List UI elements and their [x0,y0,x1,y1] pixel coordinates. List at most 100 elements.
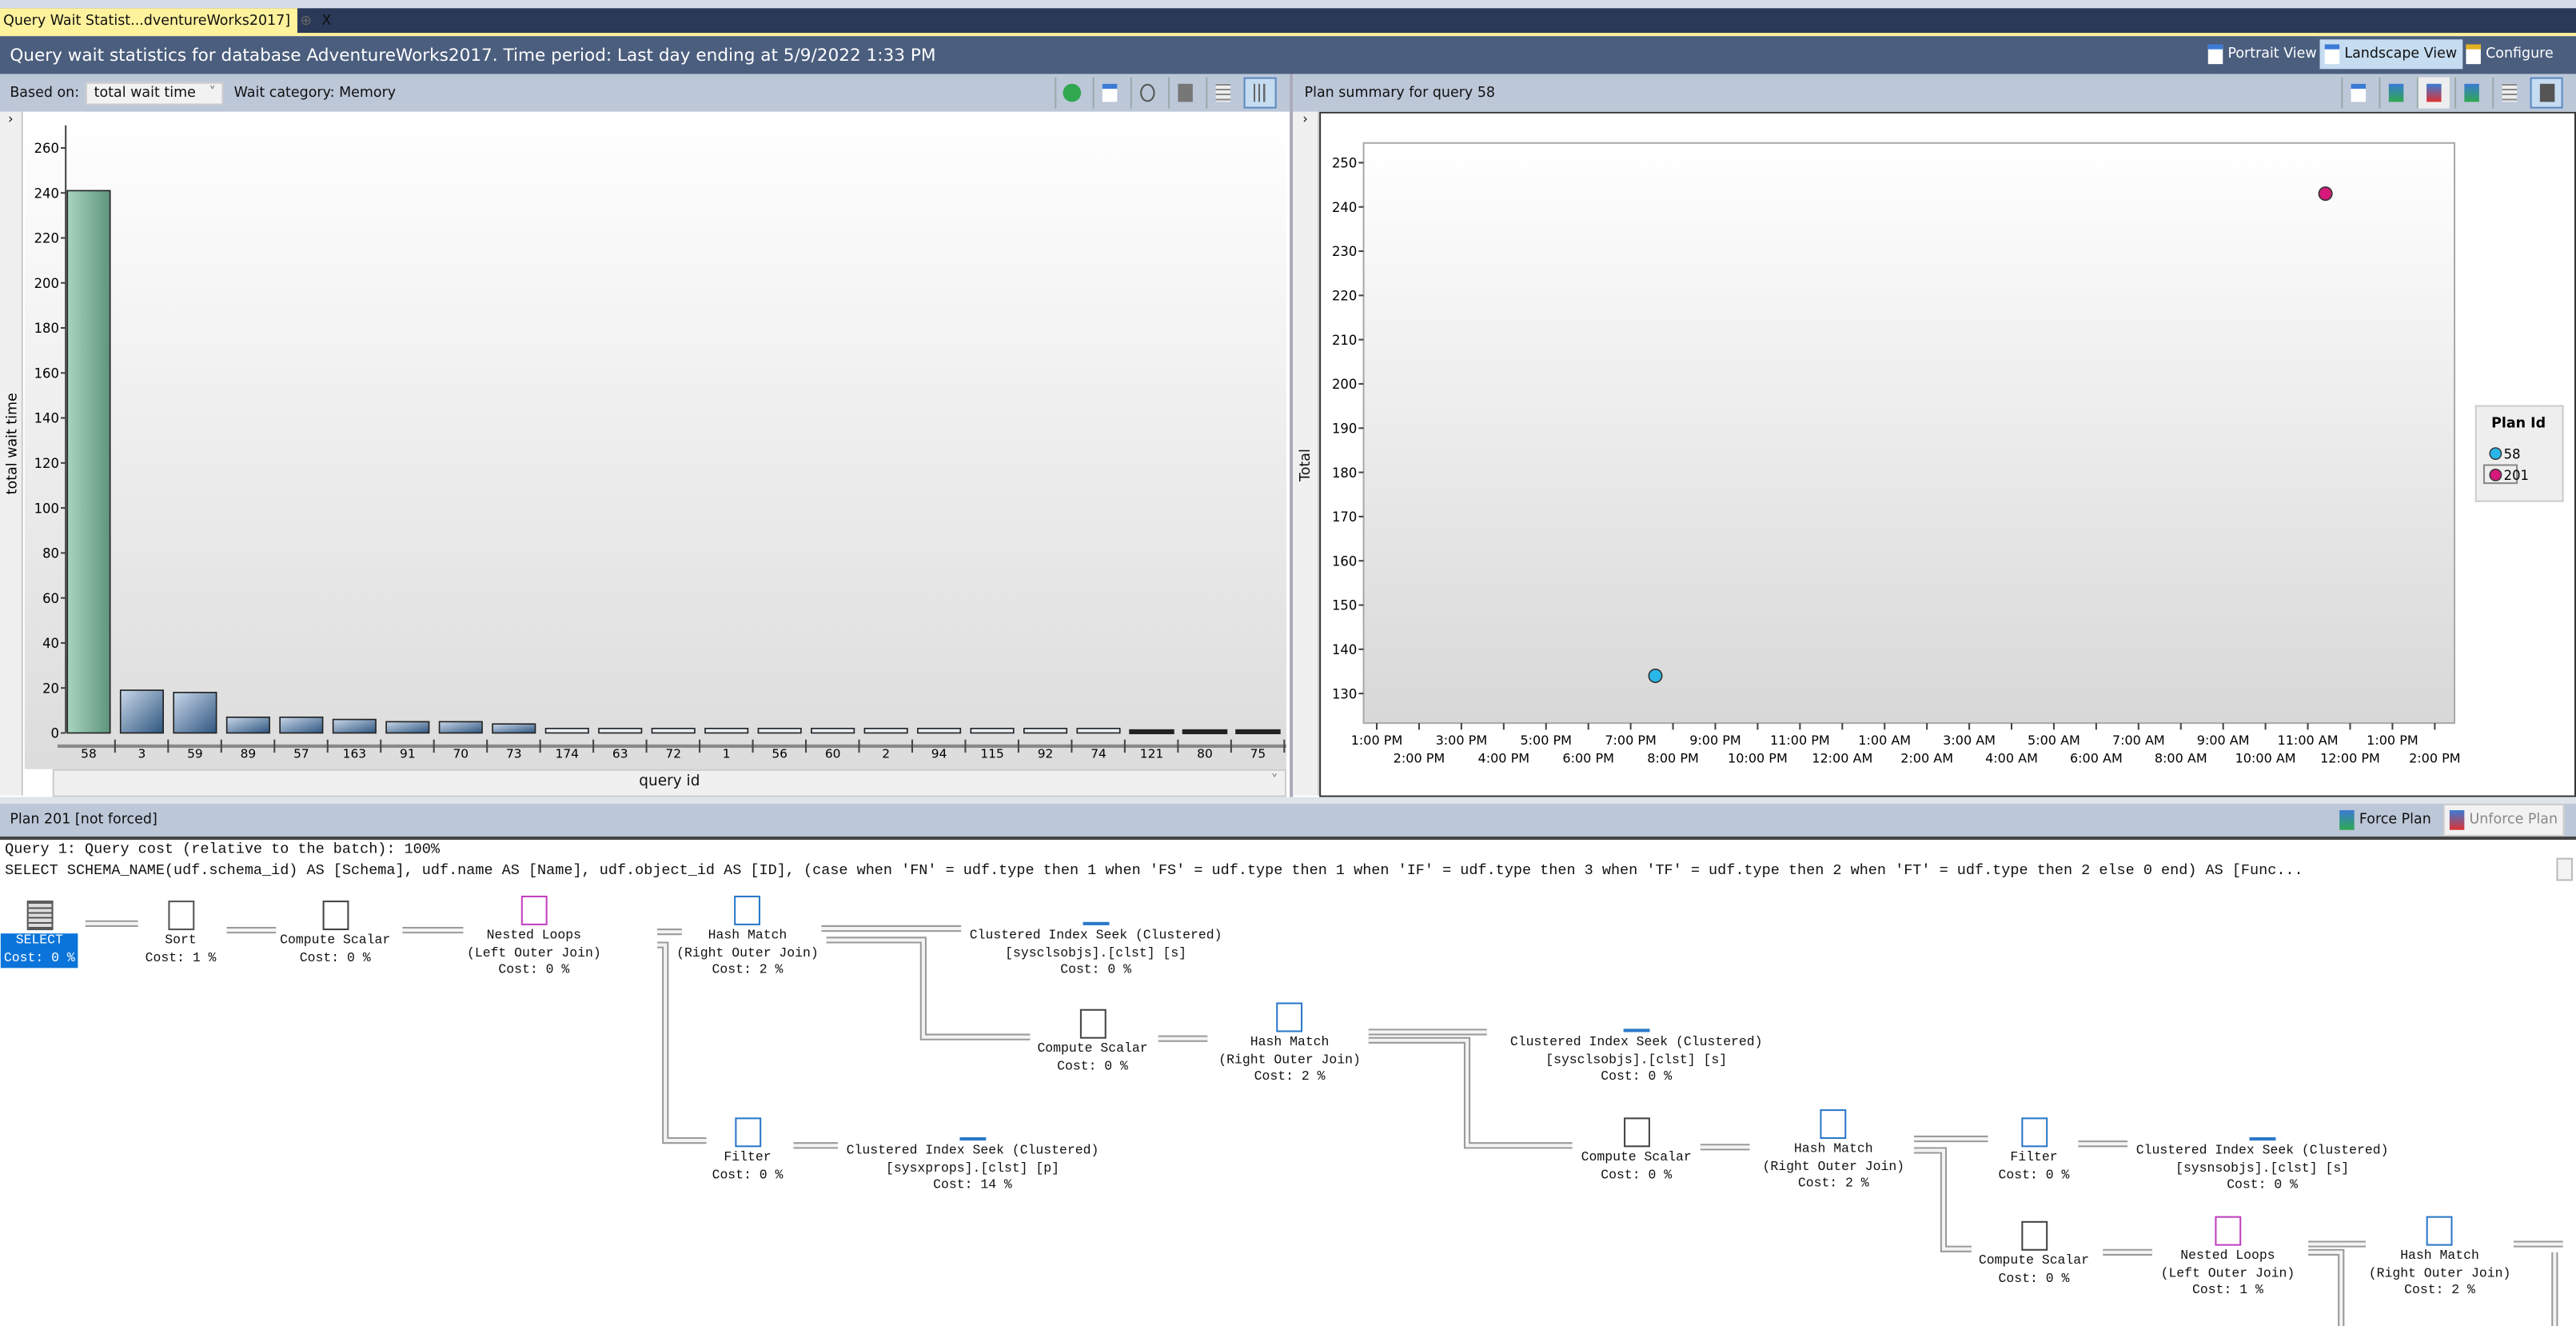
plan-node-hash-match[interactable]: Hash Match (Right Outer Join) Cost: 2 % [1762,1109,1904,1194]
plan-node-label: Clustered Index Seek (Clustered) [sysxpro… [847,1144,1099,1196]
x-tick-label: 3 [138,746,146,761]
x-tick-label: 7:00 AM [2112,733,2165,748]
wait-stats-bar-chart: total wait time 020406080100120140160180… [5,111,1286,769]
x-tick-label: 3:00 PM [1436,733,1488,748]
force-plan-button[interactable]: Force Plan [2339,805,2431,835]
grid-icon[interactable] [2492,77,2525,109]
plan-node-compute-scalar[interactable]: Compute Scalar Cost: 0 % [1037,1008,1148,1076]
plan-node-compute-scalar[interactable]: Compute Scalar Cost: 0 % [1978,1220,2090,1288]
portrait-view-button[interactable]: Portrait View [2203,39,2322,69]
plan-node-index-seek[interactable]: Clustered Index Seek (Clustered) [sysclso… [970,895,1222,981]
scroll-button[interactable] [2556,857,2573,881]
point-plan-58 [1648,669,1663,684]
left-collapse-gutter[interactable]: › [0,111,23,796]
plan-node-select[interactable]: SELECT Cost: 0 % [0,901,78,969]
plan-node-index-seek[interactable]: Clustered Index Seek (Clustered) [sysxpro… [847,1111,1099,1196]
legend-label: 201 [2504,468,2529,483]
x-tick-label: 8:00 PM [1647,750,1699,765]
plan-node-index-seek[interactable]: Clustered Index Seek (Clustered) [sysnsob… [2136,1111,2388,1196]
plan-node-line: Sort [165,933,197,949]
x-axis-label: query id [639,773,700,791]
plan-node-line: Cost: 0 % [2227,1178,2299,1193]
y-tick-label: 180 [34,321,59,336]
back-icon[interactable] [1055,77,1087,109]
bar-73 [492,723,536,734]
plan-connector-inner [2308,1250,2343,1326]
y-tick-label: 120 [34,456,59,471]
legend-marker-58 [2489,447,2502,461]
right-collapse-gutter[interactable]: › [1293,111,1320,796]
plan-node-sort[interactable]: Sort Cost: 1 % [145,901,217,968]
landscape-view-button[interactable]: Landscape View [2319,39,2462,70]
y-tick-label: 0 [51,726,59,741]
unforce-plan-button[interactable]: Unforce Plan [2442,803,2565,837]
plan-node-nested-loops[interactable]: Nested Loops (Left Outer Join) Cost: 0 % [467,895,601,981]
tab-title: Query Wait Statist...dventureWorks2017] [3,13,291,30]
plan-node-line: Cost: 0 % [299,950,371,966]
y-tick-label: 40 [42,636,59,651]
chart-icon[interactable] [2530,77,2563,109]
plan-node-compute-scalar[interactable]: Compute Scalar Cost: 0 % [280,901,390,968]
bar-63 [598,728,643,734]
based-on-dropdown[interactable]: total wait time ˅ [86,81,225,105]
plan-node-compute-scalar[interactable]: Compute Scalar Cost: 0 % [1581,1117,1692,1184]
x-tick-label: 1:00 AM [1858,733,1911,748]
x-tick-label: 2:00 PM [1394,750,1446,765]
x-tick-label: 1 [723,746,731,761]
force-plan-icon[interactable] [2379,77,2411,109]
bar-58 [66,190,111,734]
unforce-plan-icon[interactable] [2416,77,2450,109]
plan-node-filter[interactable]: Filter Cost: 0 % [712,1117,783,1184]
expand-icon[interactable]: › [8,111,14,127]
refresh-icon[interactable] [2341,77,2374,109]
x-axis-scroll-header[interactable]: query id ˅ [52,769,1286,797]
refresh-icon[interactable] [1092,77,1126,109]
plan-node-line: Cost: 2 % [1254,1069,1326,1085]
y-axis-label: total wait time [5,393,21,494]
configure-label: Configure [2486,46,2554,63]
document-tab[interactable]: Query Wait Statist...dventureWorks2017] … [0,8,331,35]
plan-node-line: [sysxprops].[clst] [p] [885,1160,1060,1176]
plan-node-hash-match[interactable]: Hash Match (Right Outer Join) Cost: 2 % [1218,1002,1361,1087]
x-tick-label: 3:00 AM [1943,733,1996,748]
plan-node-line: Cost: 0 % [498,963,570,978]
bar-91 [385,721,430,734]
splitter[interactable] [1290,74,1294,797]
x-tick-label: 10:00 AM [2235,750,2296,765]
point-plan-201 [2318,186,2333,202]
plan-node-line: Hash Match [1793,1142,1873,1157]
plan-node-hash-match[interactable]: Hash Match (Right Outer Join) Cost: 2 % [2369,1216,2511,1301]
view-query-icon[interactable] [1168,77,1201,109]
x-tick-label: 7:00 PM [1605,733,1657,748]
plan-node-line: Hash Match [2400,1248,2479,1264]
plan-node-line: Clustered Index Seek (Clustered) [1509,1035,1763,1051]
plan-node-line: Hash Match [1250,1035,1330,1051]
right-toolbar: Plan summary for query 58 [1293,74,2576,112]
expand-icon[interactable]: › [1302,111,1308,127]
y-tick-label: 100 [34,501,59,516]
plan-node-line: Cost: 1 % [145,950,217,966]
plan-node-index-seek[interactable]: Clustered Index Seek (Clustered) [sysclso… [1510,1002,1763,1087]
plan-node-line: Compute Scalar [1978,1253,2090,1269]
grid-icon[interactable] [1206,77,1238,109]
plan-node-nested-loops[interactable]: Nested Loops (Left Outer Join) Cost: 1 % [2161,1216,2295,1301]
plan-node-line: Hash Match [708,929,788,944]
plan-node-hash-match[interactable]: Hash Match (Right Outer Join) Cost: 2 % [676,895,819,981]
configure-button[interactable]: Configure [2461,39,2558,69]
plan-node-line: Cost: 14 % [933,1178,1012,1193]
close-icon[interactable]: X [321,13,332,30]
plan-node-filter[interactable]: Filter Cost: 0 % [1999,1117,2069,1184]
compare-plans-icon[interactable] [2454,77,2487,109]
legend: Plan Id 58 201 [2474,405,2564,502]
plan-node-line: Filter [724,1150,772,1165]
y-tick-label: 170 [1332,509,1357,525]
bar-92 [1023,728,1068,734]
pin-icon[interactable]: ⊕ [300,13,313,30]
horizontal-splitter[interactable] [0,797,2576,804]
bar-2 [863,728,908,734]
plan-node-label: Hash Match (Right Outer Join) Cost: 2 % [1762,1142,1904,1194]
y-tick-label: 220 [1332,289,1357,304]
track-query-icon[interactable] [1130,77,1163,109]
chart-icon[interactable] [1243,77,1277,109]
plan-node-label: Hash Match (Right Outer Join) Cost: 2 % [2369,1249,2511,1301]
